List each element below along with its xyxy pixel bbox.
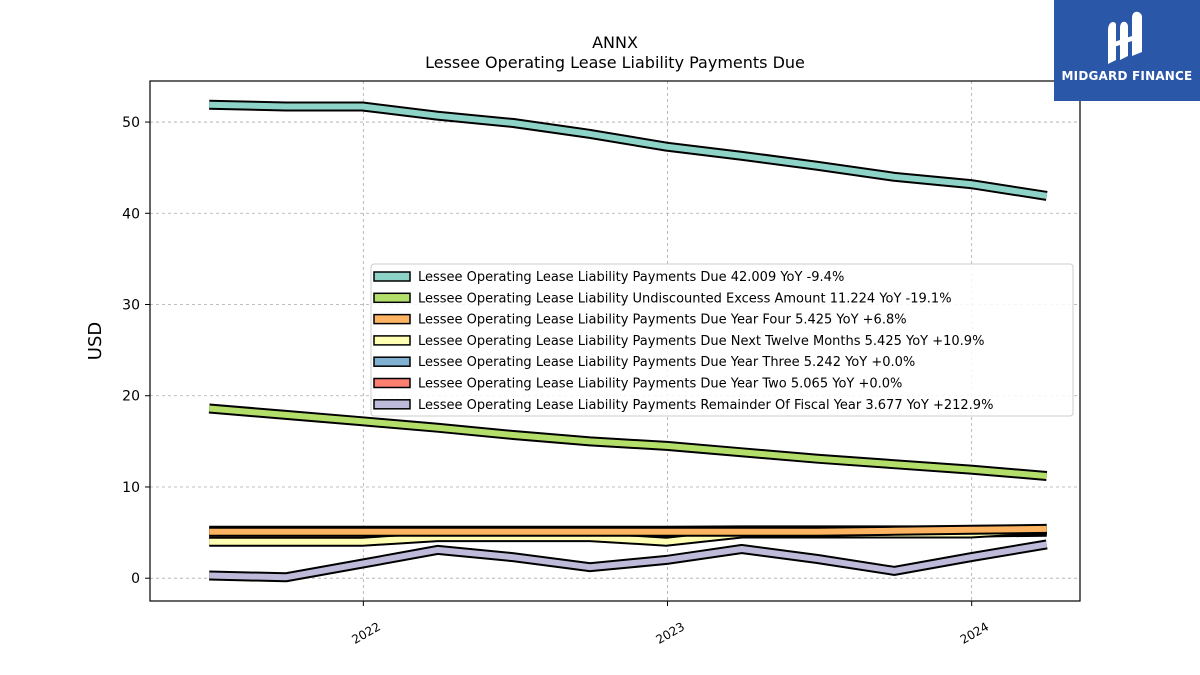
series-line — [209, 101, 1048, 199]
legend-swatch — [373, 377, 411, 389]
x-axis-ticks: 2022 2023 2024 — [349, 601, 991, 647]
y-axis-label: USD — [85, 322, 106, 360]
y-tick-label: 30 — [122, 298, 140, 314]
y-tick-label: 10 — [122, 480, 140, 496]
y-tick-label: 0 — [131, 571, 140, 587]
plot-frame — [149, 80, 1081, 602]
y-tick-label: 50 — [122, 115, 140, 131]
legend-swatch — [373, 356, 411, 367]
series-line — [209, 525, 1047, 535]
legend-entry: Lessee Operating Lease Liability Payment… — [418, 313, 907, 328]
legend-entry: Lessee Operating Lease Liability Payment… — [418, 398, 993, 413]
y-tick-label: 40 — [122, 206, 140, 222]
legend-swatch — [373, 399, 411, 410]
legend-entry: Lessee Operating Lease Liability Payment… — [418, 270, 844, 285]
chart-subtitle: Lessee Operating Lease Liability Payment… — [425, 53, 805, 72]
legend-swatch — [373, 271, 411, 282]
y-axis-ticks: 0 10 20 30 40 50 — [122, 115, 150, 587]
legend-swatch — [373, 292, 411, 304]
series-line — [209, 541, 1048, 581]
legend-box — [370, 263, 1074, 417]
legend-entry: Lessee Operating Lease Liability Undisco… — [418, 291, 952, 306]
legend-entry: Lessee Operating Lease Liability Payment… — [418, 334, 984, 349]
brand-name: MIDGARD FINANCE — [1061, 69, 1193, 83]
legend-swatch — [373, 335, 411, 346]
legend-swatch — [373, 313, 411, 325]
chart-title: ANNX — [592, 33, 638, 52]
x-tick-label: 2022 — [349, 619, 382, 646]
series-line — [208, 405, 1047, 479]
legend: Lessee Operating Lease Liability Payment… — [370, 263, 1074, 417]
legend-entry: Lessee Operating Lease Liability Payment… — [418, 355, 915, 370]
x-tick-label: 2024 — [958, 619, 991, 646]
legend-entry: Lessee Operating Lease Liability Payment… — [418, 377, 902, 392]
y-tick-label: 20 — [122, 389, 140, 405]
series-lines — [208, 99, 1048, 583]
x-tick-label: 2023 — [654, 619, 687, 646]
brand-logo: MIDGARD FINANCE — [1054, 0, 1200, 101]
logo-mark-icon — [1108, 11, 1142, 64]
